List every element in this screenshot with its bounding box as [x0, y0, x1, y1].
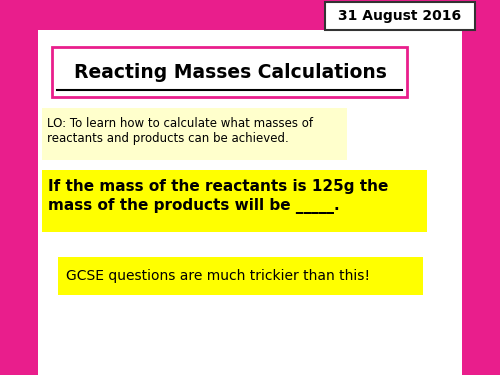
Polygon shape [355, 135, 415, 375]
Text: Reacting Masses Calculations: Reacting Masses Calculations [74, 63, 386, 81]
Text: 31 August 2016: 31 August 2016 [338, 9, 462, 23]
Polygon shape [38, 30, 462, 375]
FancyBboxPatch shape [42, 170, 427, 232]
FancyBboxPatch shape [42, 108, 347, 160]
Polygon shape [462, 0, 500, 375]
Text: mass of the products will be _____.: mass of the products will be _____. [48, 198, 340, 214]
Polygon shape [330, 30, 462, 375]
Polygon shape [0, 0, 500, 30]
Text: LO: To learn how to calculate what masses of: LO: To learn how to calculate what masse… [47, 117, 313, 130]
FancyBboxPatch shape [58, 257, 423, 295]
Text: GCSE questions are much trickier than this!: GCSE questions are much trickier than th… [66, 269, 370, 283]
Text: reactants and products can be achieved.: reactants and products can be achieved. [47, 132, 289, 145]
Polygon shape [395, 65, 462, 375]
Text: If the mass of the reactants is 125g the: If the mass of the reactants is 125g the [48, 179, 388, 194]
FancyBboxPatch shape [52, 47, 407, 97]
FancyBboxPatch shape [325, 2, 475, 30]
Polygon shape [0, 0, 38, 375]
